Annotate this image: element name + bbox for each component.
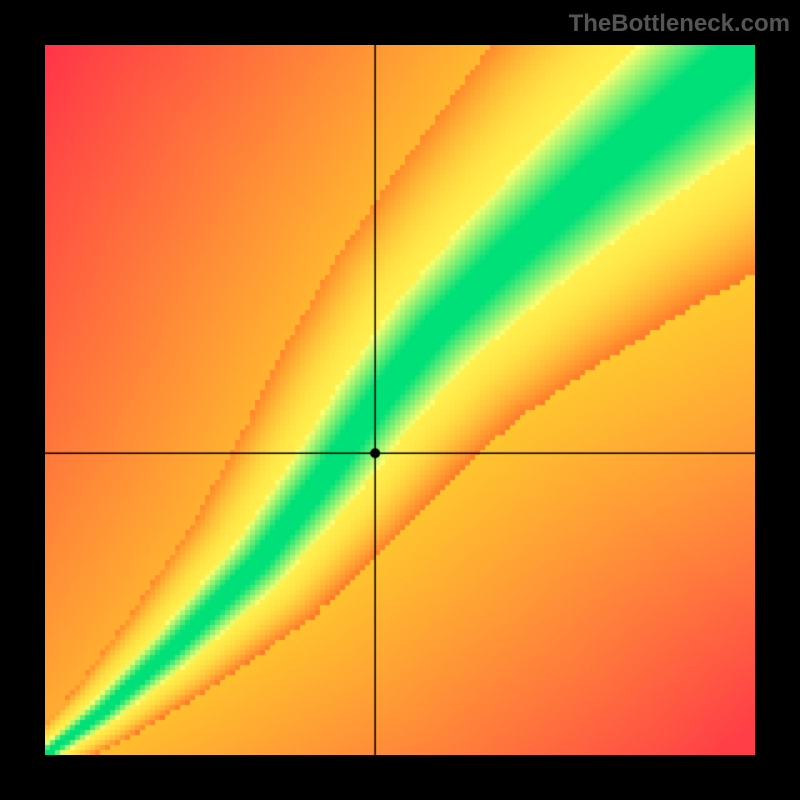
watermark-text: TheBottleneck.com [569, 10, 790, 38]
chart-container: TheBottleneck.com [0, 0, 800, 800]
heatmap-canvas [45, 45, 755, 755]
plot-area [45, 45, 755, 755]
